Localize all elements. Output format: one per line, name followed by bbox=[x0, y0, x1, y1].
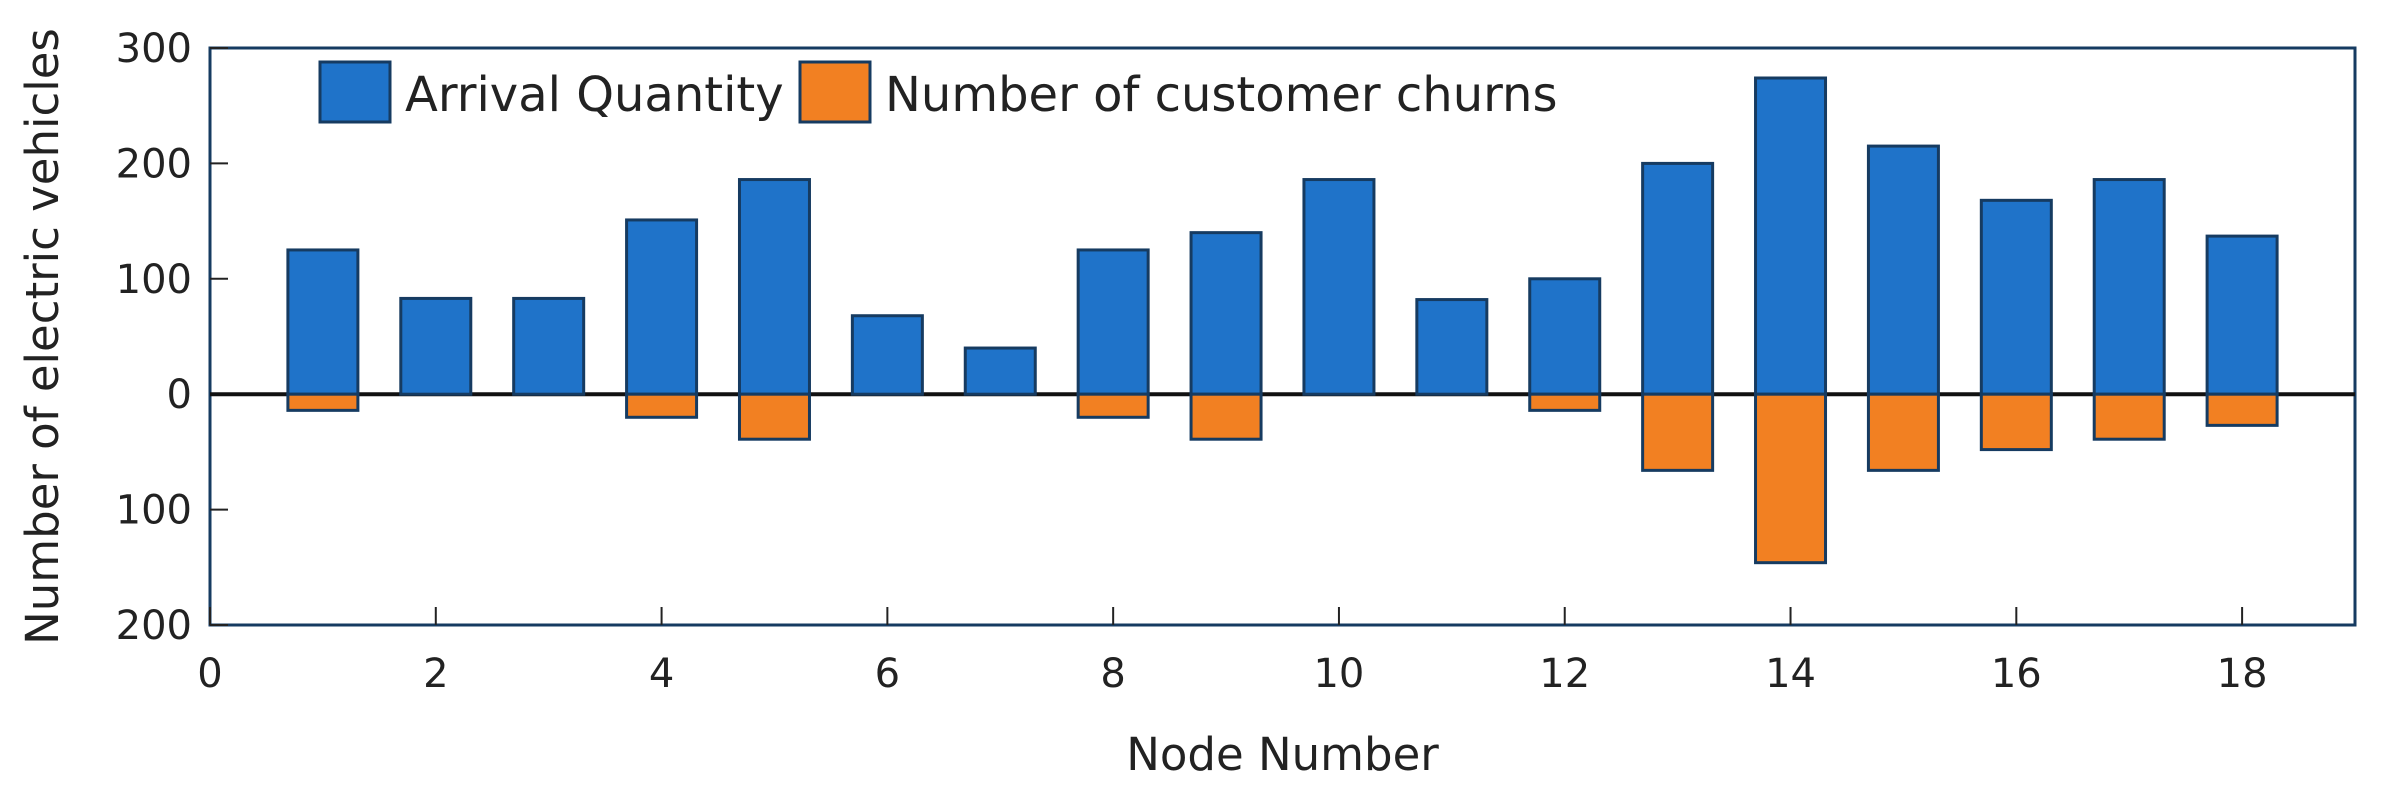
legend-swatch bbox=[318, 60, 392, 124]
y-tick-label: 300 bbox=[116, 26, 192, 72]
churn-bar bbox=[1076, 392, 1150, 419]
x-axis-title: Node Number bbox=[1126, 728, 1439, 781]
x-tick-label: 4 bbox=[649, 651, 674, 697]
x-tick-label: 6 bbox=[875, 651, 900, 697]
y-tick-label: 200 bbox=[116, 603, 192, 649]
y-tick-label: 0 bbox=[167, 372, 192, 418]
arrival-bar bbox=[1528, 277, 1602, 396]
arrival-bar bbox=[1302, 178, 1376, 396]
legend-label: Arrival Quantity bbox=[405, 67, 784, 123]
x-tick-label: 16 bbox=[1991, 651, 2042, 697]
arrival-bar bbox=[2092, 178, 2166, 396]
arrival-bar bbox=[512, 296, 586, 396]
churn-bar bbox=[1866, 392, 1940, 472]
plot-frame bbox=[208, 46, 2357, 627]
y-tick-label: 100 bbox=[116, 257, 192, 303]
y-tick-label: 200 bbox=[116, 141, 192, 187]
arrival-bar bbox=[2205, 234, 2279, 396]
arrival-bar bbox=[399, 296, 473, 396]
arrival-bar bbox=[1641, 161, 1715, 396]
arrival-bar bbox=[1866, 144, 1940, 396]
arrival-bar bbox=[625, 218, 699, 396]
churn-bar bbox=[1528, 392, 1602, 412]
arrival-bar bbox=[1415, 298, 1489, 396]
churn-bar bbox=[286, 392, 360, 412]
x-tick-label: 8 bbox=[1100, 651, 1125, 697]
churn-bar bbox=[1641, 392, 1715, 472]
arrival-bar bbox=[850, 314, 924, 396]
churn-bar bbox=[1979, 392, 2053, 452]
churn-bar bbox=[2092, 392, 2166, 441]
x-tick-label: 0 bbox=[197, 651, 222, 697]
y-tick-label: 100 bbox=[116, 488, 192, 534]
churn-bar bbox=[2205, 392, 2279, 427]
arrival-bar bbox=[1979, 198, 2053, 396]
arrival-bar bbox=[1076, 248, 1150, 396]
legend: Arrival Quantity Number of customer churn… bbox=[318, 60, 1557, 124]
arrival-bar bbox=[737, 178, 811, 396]
arrival-bar bbox=[1189, 231, 1263, 396]
legend-swatch bbox=[798, 60, 872, 124]
y-axis-title: Number of electric vehicles bbox=[16, 28, 69, 645]
x-tick-label: 14 bbox=[1765, 651, 1816, 697]
x-tick-label: 10 bbox=[1313, 651, 1364, 697]
legend-label: Number of customer churns bbox=[885, 67, 1557, 123]
arrival-bar bbox=[1754, 76, 1828, 396]
churn-bar bbox=[1754, 392, 1828, 565]
x-tick-label: 2 bbox=[423, 651, 448, 697]
x-tick-label: 12 bbox=[1539, 651, 1590, 697]
churn-bar bbox=[625, 392, 699, 419]
arrival-bar bbox=[963, 346, 1037, 396]
arrival-bar bbox=[286, 248, 360, 396]
churn-bar bbox=[737, 392, 811, 441]
bars-layer bbox=[286, 76, 2279, 565]
churn-bar bbox=[1189, 392, 1263, 441]
x-tick-label: 18 bbox=[2217, 651, 2268, 697]
